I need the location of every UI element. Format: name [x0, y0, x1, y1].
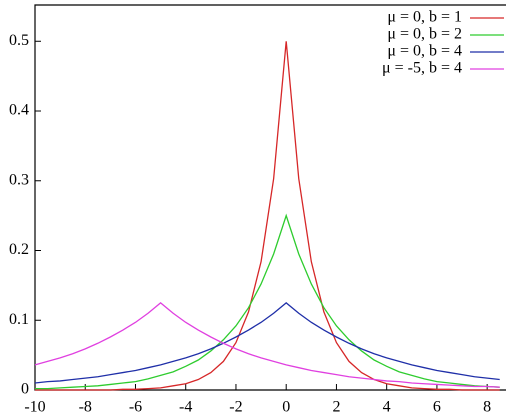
legend-label: μ = 0, b = 1 [387, 9, 462, 26]
x-tick-label: -6 [129, 399, 142, 416]
plot-frame [34, 4, 506, 391]
legend-label: μ = 0, b = 4 [387, 43, 462, 60]
x-tick-label: -2 [229, 399, 242, 416]
y-tick-label: 0.5 [9, 32, 29, 49]
x-tick-label: -4 [179, 399, 192, 416]
x-tick-label: 4 [383, 399, 391, 416]
y-tick-label: 0.4 [9, 102, 29, 119]
legend-label: μ = 0, b = 2 [387, 26, 462, 43]
x-tick-label: 2 [332, 399, 340, 416]
x-tick-label: 8 [483, 399, 491, 416]
legend-label: μ = -5, b = 4 [382, 60, 462, 77]
series-line [34, 301, 500, 384]
series-line [35, 41, 500, 391]
x-tick-label: 6 [433, 399, 441, 416]
y-tick-label: 0.1 [9, 311, 29, 328]
x-tick-label: -10 [24, 399, 45, 416]
series-line [35, 213, 500, 390]
series-line [34, 301, 500, 388]
y-tick-label: 0.3 [9, 171, 29, 188]
x-tick-label: 0 [282, 399, 290, 416]
y-tick-label: 0.2 [9, 241, 29, 258]
y-tick-label: 0 [21, 381, 29, 398]
x-tick-label: -8 [79, 399, 92, 416]
